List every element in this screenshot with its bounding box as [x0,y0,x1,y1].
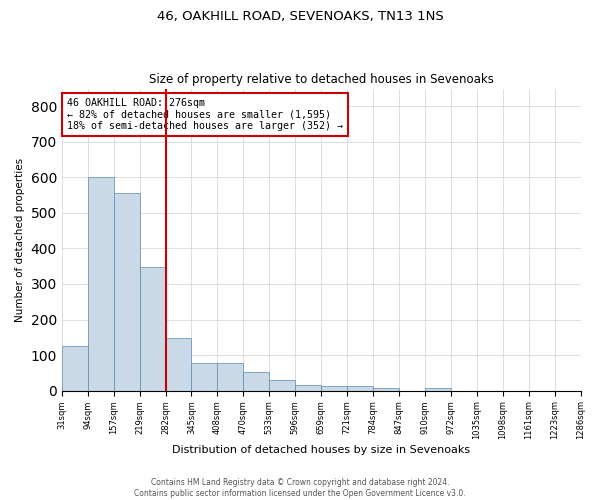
Bar [295,386,321,390]
Bar [191,363,217,390]
X-axis label: Distribution of detached houses by size in Sevenoaks: Distribution of detached houses by size … [172,445,470,455]
Text: Contains HM Land Registry data © Crown copyright and database right 2024.
Contai: Contains HM Land Registry data © Crown c… [134,478,466,498]
Bar [217,363,244,390]
Bar [244,372,269,390]
Bar [321,386,347,390]
Text: 46 OAKHILL ROAD: 276sqm
← 82% of detached houses are smaller (1,595)
18% of semi: 46 OAKHILL ROAD: 276sqm ← 82% of detache… [67,98,343,131]
Bar [166,338,191,390]
Bar [347,386,373,390]
Bar [113,194,140,390]
Bar [269,380,295,390]
Text: 46, OAKHILL ROAD, SEVENOAKS, TN13 1NS: 46, OAKHILL ROAD, SEVENOAKS, TN13 1NS [157,10,443,23]
Bar [373,388,399,390]
Y-axis label: Number of detached properties: Number of detached properties [15,158,25,322]
Bar [140,267,166,390]
Bar [88,178,113,390]
Title: Size of property relative to detached houses in Sevenoaks: Size of property relative to detached ho… [149,73,494,86]
Bar [62,346,88,391]
Bar [425,388,451,390]
